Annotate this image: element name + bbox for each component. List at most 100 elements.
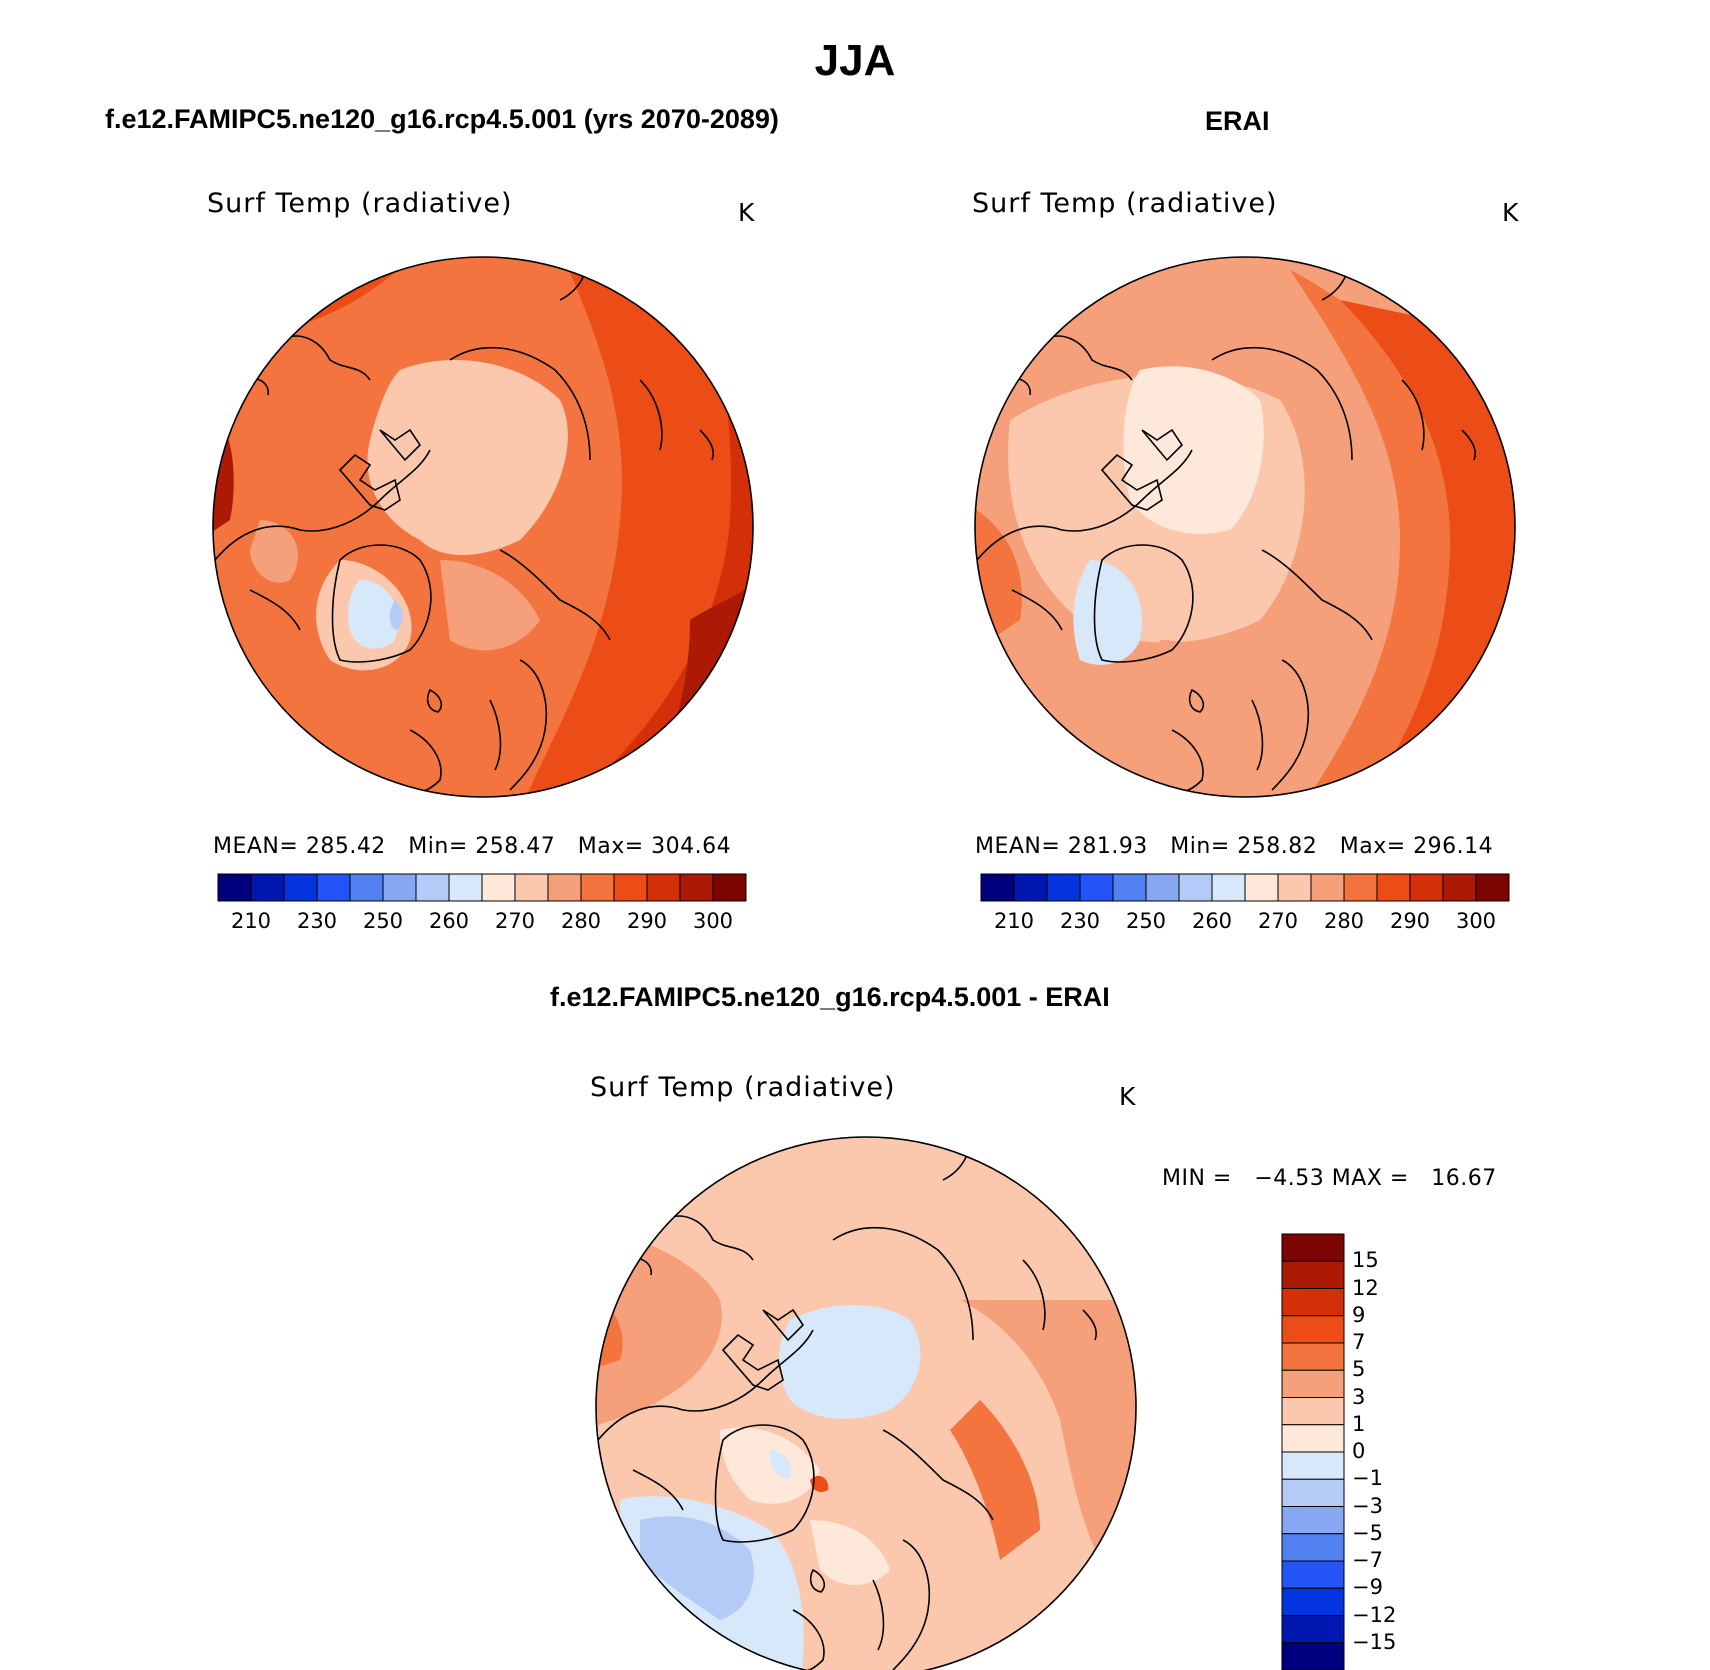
diff-range-text: MIN = −4.53 MAX = 16.67 [1162,1166,1497,1191]
diff-max-value: 16.67 [1431,1166,1497,1191]
obs-units-label: K [1502,198,1519,227]
diff-colorbar-swatch [1281,1260,1345,1289]
diff-colorbar-swatch [1281,1533,1345,1562]
model-mean-label: MEAN= [213,834,299,859]
obs-colorbar-swatch [1145,873,1180,902]
obs-colorbar-swatch [1442,873,1477,902]
obs-min-value: 258.82 [1237,834,1318,859]
model-colorbar-tick-label: 300 [692,909,734,933]
diff-colorbar-swatch [1281,1233,1345,1262]
obs-colorbar-swatch [1475,873,1510,902]
obs-colorbar-tick-label: 280 [1323,909,1365,933]
model-min-value: 258.47 [475,834,556,859]
obs-stats: MEAN= 281.93 Min= 258.82 Max= 296.14 [975,834,1493,859]
diff-colorbar-tick-label: 9 [1352,1302,1366,1327]
obs-colorbar [980,873,1510,902]
obs-panel-title: ERAI [1205,106,1270,136]
diff-colorbar-tick-label: 5 [1352,1357,1366,1382]
diff-colorbar-swatch [1281,1506,1345,1535]
diff-colorbar-swatch [1281,1451,1345,1480]
diff-max-label: MAX = [1331,1166,1409,1191]
diff-colorbar-tick-label: −9 [1352,1575,1383,1600]
model-colorbar-swatch [679,873,714,902]
model-colorbar-swatch [547,873,582,902]
model-colorbar-tick-label: 260 [428,909,470,933]
model-colorbar-swatch [448,873,483,902]
model-mean-value: 285.42 [305,834,386,859]
diff-colorbar-tick-label: 0 [1352,1439,1366,1463]
model-units-label: K [738,198,755,227]
obs-colorbar-tick-label: 290 [1389,909,1431,933]
obs-mean-value: 281.93 [1067,834,1148,859]
model-colorbar-tick-label: 270 [494,909,536,933]
diff-polar-map [595,1136,1137,1670]
model-colorbar-swatch [514,873,549,902]
diff-colorbar-swatch [1281,1560,1345,1589]
model-variable-label: Surf Temp (radiative) [207,188,513,219]
model-colorbar-swatch [283,873,318,902]
obs-colorbar-swatch [980,873,1015,902]
diff-colorbar-swatch [1281,1615,1345,1644]
diff-variable-label: Surf Temp (radiative) [590,1072,896,1103]
model-colorbar-swatch [580,873,615,902]
obs-colorbar-tick-label: 300 [1455,909,1497,933]
obs-colorbar-tick-label: 230 [1059,909,1101,933]
model-colorbar-swatch [613,873,648,902]
model-panel-title: f.e12.FAMIPC5.ne120_g16.rcp4.5.001 (yrs … [105,104,779,134]
model-colorbar-tick-label: 290 [626,909,668,933]
model-colorbar-tick-label: 210 [230,909,272,933]
diff-min-label: MIN = [1162,1166,1232,1191]
diff-units-label: K [1119,1082,1136,1111]
obs-colorbar-tick-label: 260 [1191,909,1233,933]
model-colorbar-swatch [481,873,516,902]
obs-colorbar-swatch [1178,873,1213,902]
model-colorbar-swatch [712,873,747,902]
model-colorbar-swatch [646,873,681,902]
model-colorbar [217,873,747,902]
obs-mean-label: MEAN= [975,834,1061,859]
model-colorbar-swatch [316,873,351,902]
diff-colorbar-swatch [1281,1587,1345,1616]
diff-colorbar-swatch [1281,1424,1345,1453]
obs-colorbar-tick-label: 270 [1257,909,1299,933]
obs-colorbar-swatch [1046,873,1081,902]
diff-colorbar-swatch [1281,1642,1345,1670]
model-colorbar-tick-label: 250 [362,909,404,933]
diff-colorbar-tick-label: −1 [1352,1466,1383,1491]
diff-colorbar-tick-label: 1 [1352,1411,1366,1436]
diff-min-value: −4.53 [1254,1166,1325,1191]
model-colorbar-swatch [415,873,450,902]
obs-colorbar-swatch [1376,873,1411,902]
diff-colorbar-swatch [1281,1288,1345,1317]
obs-colorbar-swatch [1013,873,1048,902]
diff-colorbar-swatch [1281,1342,1345,1371]
diff-colorbar-swatch [1281,1478,1345,1507]
diff-colorbar-tick-label: 15 [1352,1248,1379,1273]
model-colorbar-tick-label: 230 [296,909,338,933]
model-colorbar-swatch [382,873,417,902]
diff-colorbar-swatch [1281,1369,1345,1398]
diff-colorbar-tick-label: −15 [1352,1629,1397,1654]
obs-colorbar-swatch [1343,873,1378,902]
obs-colorbar-swatch [1079,873,1114,902]
obs-colorbar-swatch [1310,873,1345,902]
diff-colorbar-tick-label: −5 [1352,1520,1383,1545]
model-max-value: 304.64 [651,834,732,859]
obs-colorbar-swatch [1409,873,1444,902]
diff-colorbar-tick-label: 7 [1352,1330,1366,1354]
obs-min-label: Min= [1170,834,1230,859]
diff-colorbar-swatch [1281,1397,1345,1426]
figure-title: JJA [814,36,896,85]
model-colorbar-swatch [349,873,384,902]
obs-max-value: 296.14 [1413,834,1494,859]
model-min-label: Min= [408,834,468,859]
diff-panel-title: f.e12.FAMIPC5.ne120_g16.rcp4.5.001 - ERA… [550,982,1110,1012]
obs-colorbar-swatch [1112,873,1147,902]
diff-colorbar-swatch [1281,1315,1345,1344]
obs-polar-map [974,256,1516,798]
diff-colorbar-tick-label: −7 [1352,1548,1383,1572]
obs-colorbar-swatch [1211,873,1246,902]
model-colorbar-swatch [250,873,285,902]
obs-colorbar-tick-label: 210 [993,909,1035,933]
